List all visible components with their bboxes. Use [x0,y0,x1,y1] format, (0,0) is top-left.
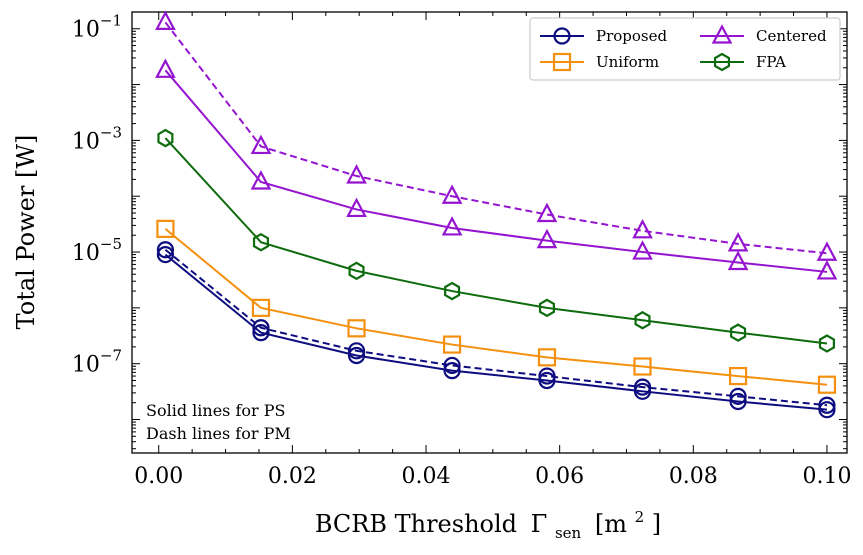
data-point [818,396,836,414]
data-point [252,319,270,337]
data-point [728,366,748,386]
x-tick-label: 0.08 [669,464,718,489]
legend-marker [711,24,733,44]
data-point [443,362,461,380]
data-point [155,10,176,30]
data-point [444,281,461,301]
data-point [729,392,747,411]
series-uniform [156,219,837,394]
legend-marker [713,52,731,72]
x-axis-label-text: BCRB Threshold [315,510,517,538]
data-point [817,375,837,394]
x-tick-label: 0.06 [535,464,584,489]
data-point [157,128,174,148]
x-tick-label: 0.10 [802,464,851,489]
plot-frame [131,11,848,454]
data-point [632,218,653,239]
data-point [441,184,463,204]
annotation-dash: Dash lines for PM [146,424,291,443]
data-point [727,232,749,252]
data-point [536,228,558,249]
data-point [442,335,462,354]
data-point [633,378,652,396]
series-dashed-1 [156,241,836,414]
legend-entry-proposed: Proposed [540,27,668,45]
x-axis-label-unit: [m [595,510,627,538]
series-layer [155,10,838,419]
legend-entry-fpa: FPA [700,52,786,72]
y-tick-label: 10−7 [72,347,122,378]
data-point [537,348,557,367]
data-point [730,323,747,342]
y-axis-label: Total Power [W] [12,135,40,330]
x-axis: 0.00 0.02 0.04 0.06 0.08 0.10 [134,12,851,489]
data-point [252,232,269,252]
series-fpa [157,128,835,353]
series-line [164,248,828,407]
x-axis-label-unit-close: ] [652,510,661,538]
data-point [441,216,463,236]
data-point [633,357,652,376]
data-point [347,342,366,360]
series-line [164,228,828,386]
data-point [156,245,175,264]
data-point [538,371,556,390]
x-tick-label: 0.04 [402,464,451,489]
x-axis-label-unit-power: 2 [635,508,645,526]
legend-label: Proposed [596,27,668,45]
series-centered [155,58,838,280]
legend-label: FPA [756,53,786,71]
series-proposed [156,245,836,419]
x-tick-label: 0.00 [134,464,183,489]
x-tick-label: 0.02 [268,464,317,489]
y-axis: 10−1 10−3 10−5 10−7 [72,12,847,450]
data-point [251,298,271,317]
data-point [818,401,836,419]
data-point [816,260,838,280]
x-axis-label-subscript: sen [555,524,582,542]
legend-marker [552,52,572,72]
data-point [443,356,461,375]
data-point [156,219,175,238]
series-line [164,21,828,255]
data-point [347,346,366,365]
legend-label: Centered [756,27,827,45]
series-line [164,253,828,411]
y-tick-label: 10−1 [72,12,122,43]
x-axis-label: BCRB Threshold Γ sen [m 2 ] [315,500,661,544]
series-line [164,137,828,345]
y-tick-label: 10−5 [72,235,122,266]
data-point [538,298,556,318]
data-point [536,202,558,223]
annotation-solid: Solid lines for PS [146,401,285,420]
data-point [347,319,366,338]
data-point [818,334,835,353]
data-point [250,134,272,155]
data-point [156,241,175,259]
legend-entry-uniform: Uniform [540,52,659,72]
data-point [632,240,653,260]
data-point [816,241,838,261]
data-point [252,324,270,342]
x-axis-label-symbol: Γ [531,510,548,538]
series-dashed-4 [155,10,838,261]
legend-box [529,17,841,81]
legend-entry-centered: Centered [700,24,827,45]
data-point [250,170,272,190]
legend-marker [553,27,571,45]
data-point [727,250,749,271]
data-point [634,310,651,330]
data-point [155,58,176,78]
legend: Proposed Uniform Centered FPA [529,17,841,81]
y-tick-label: 10−3 [72,123,122,154]
data-point [346,197,367,218]
plot-area [131,11,848,454]
data-point [348,261,365,281]
data-point [346,164,367,184]
legend-label: Uniform [596,53,659,71]
data-point [538,367,556,385]
series-line [164,69,828,273]
data-point [729,387,747,405]
